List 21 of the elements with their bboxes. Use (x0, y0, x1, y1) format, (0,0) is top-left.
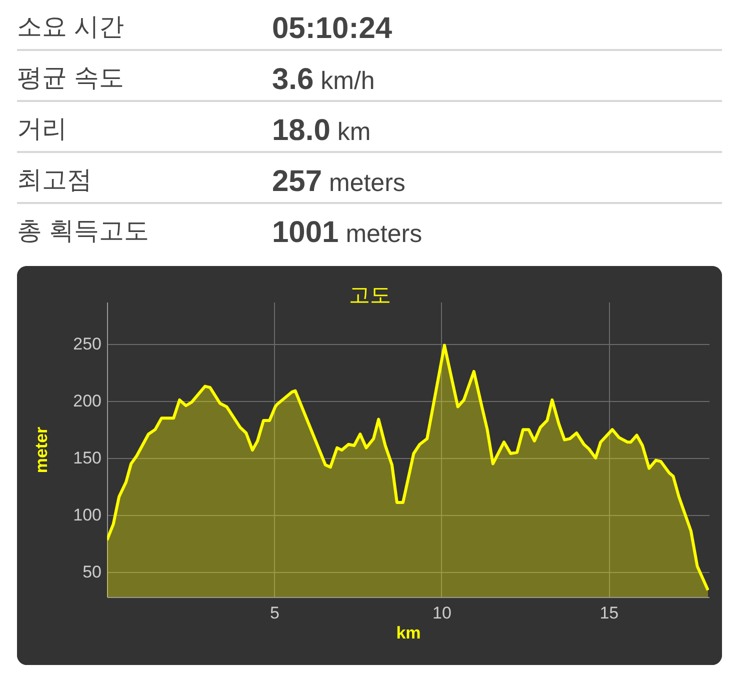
x-axis-title: km (396, 624, 421, 642)
text: 3.6 km/h (272, 63, 375, 97)
text: 18.0 km (272, 114, 371, 148)
text: 05:10:24 (272, 12, 392, 45)
text: 소요 시간 (17, 12, 124, 43)
text: 평균 속도 (17, 63, 124, 94)
x-tick-label: 15 (600, 604, 619, 622)
y-tick-label: 250 (73, 334, 102, 354)
y-axis-title: meter (32, 426, 52, 474)
text: 총 획득고도 (17, 216, 149, 247)
y-tick-label: 100 (73, 505, 102, 524)
text: 1001 meters (272, 216, 422, 250)
y-tick-label: 150 (73, 448, 102, 468)
x-tick-label: 5 (270, 604, 280, 622)
text: 최고점 (17, 165, 92, 196)
text: 거리 (17, 114, 67, 145)
y-tick-label: 50 (82, 562, 102, 582)
text: 257 meters (272, 165, 406, 199)
x-tick-label: 10 (432, 604, 452, 622)
chart-title: 고도 (349, 283, 391, 307)
y-tick-label: 200 (73, 392, 102, 411)
